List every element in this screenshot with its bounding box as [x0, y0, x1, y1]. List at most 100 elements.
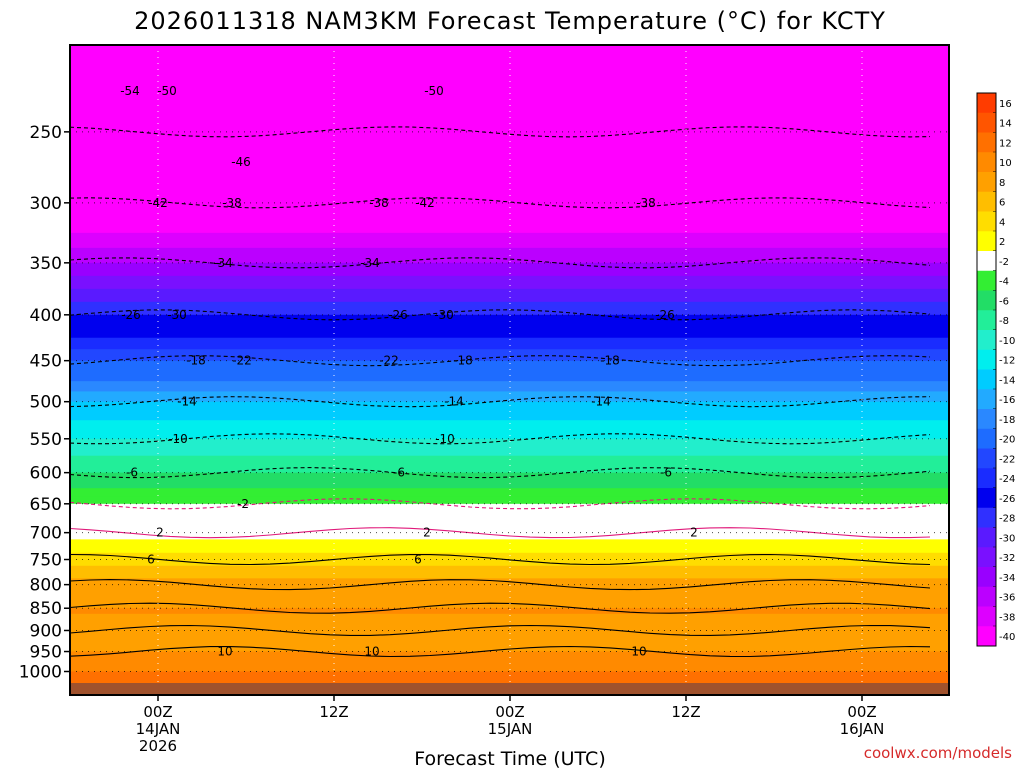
colorbar-swatch: [977, 191, 996, 212]
contour-label-text: -26: [655, 308, 675, 322]
y-tick-label: 850: [30, 599, 62, 619]
temperature-band: [70, 288, 949, 303]
colorbar-swatch: [977, 448, 996, 469]
temperature-band: [70, 624, 949, 632]
contour-line: [70, 527, 931, 539]
colorbar-tick-label: -4: [999, 277, 1009, 288]
colorbar-swatch: [977, 349, 996, 370]
temperature-band: [70, 326, 949, 339]
contour-label: -14: [444, 395, 464, 409]
colorbar-tick-label: -30: [999, 533, 1015, 544]
temperature-band: [70, 496, 949, 505]
contour-label: -30: [167, 308, 187, 322]
colorbar-tick-label: -38: [999, 612, 1015, 623]
temperature-band: [70, 167, 949, 187]
colorbar-tick-label: -6: [999, 296, 1009, 307]
contour-label-text: 2: [690, 526, 698, 540]
temperature-band: [70, 464, 949, 474]
contour-label: 10: [217, 645, 232, 659]
colorbar-swatch: [977, 211, 996, 232]
contour-label: -18: [600, 354, 620, 368]
y-tick-label: 800: [30, 576, 62, 596]
contour-label: -34: [360, 256, 380, 270]
contour-label-text: 2: [423, 526, 431, 540]
contour-label: -54: [120, 84, 140, 98]
contour-line: [70, 396, 931, 408]
contour-label-text: -42: [415, 196, 435, 210]
x-tick-label: 12Z: [671, 703, 700, 721]
contour-line: [70, 126, 931, 138]
contour-label-text: -18: [600, 354, 620, 368]
y-tick-label: 500: [30, 393, 62, 413]
temperature-band: [70, 360, 949, 372]
temperature-band: [70, 525, 949, 534]
colorbar-swatch: [977, 310, 996, 331]
contour-label: -50: [157, 84, 177, 98]
temperature-band: [70, 149, 949, 169]
contour-label-text: 10: [364, 645, 379, 659]
contour-line: [70, 257, 931, 269]
contour-label: -38: [636, 196, 656, 210]
credit-link[interactable]: coolwx.com/models: [864, 744, 1012, 762]
temperature-band: [70, 401, 949, 412]
contour-label-text: -38: [636, 196, 656, 210]
y-tick-label: 650: [30, 495, 62, 515]
contour-label: -34: [213, 256, 233, 270]
contour-label-text: -10: [435, 432, 455, 446]
contour-label: -26: [388, 308, 408, 322]
colorbar-tick-label: 4: [999, 217, 1005, 228]
colorbar-swatch: [977, 567, 996, 588]
temperature-band: [70, 301, 949, 316]
contour-labels: -54 -50 -50 -46 -42 -42 -38 -38 -38 -34 -34 -30 -30 -…: [120, 84, 698, 659]
contour-line: [70, 197, 931, 209]
contour-label: 10: [631, 645, 646, 659]
grid-lines: [70, 45, 949, 695]
colorbar-tick-label: 12: [999, 138, 1012, 149]
colorbar-swatch: [977, 330, 996, 351]
contour-label-text: -18: [453, 354, 473, 368]
contour-label-text: -6: [393, 466, 405, 480]
contour-line: [70, 602, 931, 614]
contour-label-text: -18: [186, 354, 206, 368]
y-tick-label: 900: [30, 621, 62, 641]
contour-label-text: -30: [167, 308, 187, 322]
ground-strip: [70, 683, 949, 695]
x-tick-label: 2026: [139, 737, 177, 755]
contour-label: -22: [379, 354, 399, 368]
y-tick-label: 450: [30, 352, 62, 372]
contour-label: -10: [168, 432, 188, 446]
contour-label: -14: [177, 395, 197, 409]
temperature-band: [70, 661, 949, 668]
colorbar-swatch: [977, 468, 996, 489]
temperature-band: [70, 565, 949, 574]
temperature-band: [70, 438, 949, 449]
colorbar-tick-label: 6: [999, 198, 1005, 209]
contour-label: -46: [231, 155, 251, 169]
colorbar: 16 14 12 10 8 6 4 2 -2 -4 -6 -8 -10 -12 -14 -16 -18 -20 -2…: [976, 92, 1015, 647]
colorbar-tick-label: -20: [999, 435, 1015, 446]
contour-label-text: -14: [177, 395, 197, 409]
contour-label-text: 10: [217, 645, 232, 659]
contour-label-text: -46: [231, 155, 251, 169]
contour-line: [70, 624, 931, 636]
contour-label: -14: [591, 395, 611, 409]
y-tick-label: 750: [30, 551, 62, 571]
colorbar-tick-label: 14: [999, 119, 1012, 130]
colorbar-tick-label: -2: [999, 257, 1009, 268]
colorbar-tick-label: 16: [999, 99, 1012, 110]
y-tick-label: 350: [30, 254, 62, 274]
y-tick-label: 700: [30, 524, 62, 544]
contour-label-text: -34: [213, 256, 233, 270]
contour-label-text: 6: [414, 553, 422, 567]
contour-label: 10: [364, 645, 379, 659]
contour-label: 2: [156, 526, 164, 540]
contour-label-text: -26: [121, 308, 141, 322]
colorbar-swatch: [977, 270, 996, 291]
colorbar-swatch: [977, 389, 996, 410]
temperature-band: [70, 370, 949, 383]
temperature-band: [70, 488, 949, 498]
plot-area: [70, 45, 949, 695]
temperature-band: [70, 635, 949, 643]
contour-label-text: -14: [591, 395, 611, 409]
colorbar-swatch: [977, 231, 996, 252]
